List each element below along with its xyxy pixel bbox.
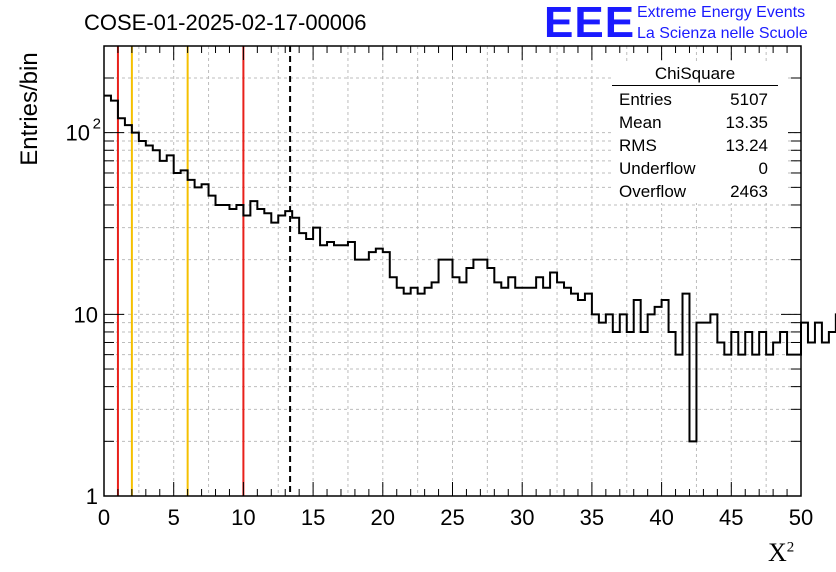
y-tick-label: 1 <box>86 484 98 509</box>
logo-line-2: La Scienza nelle Scuole <box>637 25 808 42</box>
y-tick-label: 10 <box>74 302 98 327</box>
x-tick-label: 50 <box>789 505 813 530</box>
x-tick-label: 0 <box>98 505 110 530</box>
y-axis-label: Entries/bin <box>16 52 43 166</box>
x-tick-label: 45 <box>719 505 743 530</box>
stats-row-entries: Entries 5107 <box>619 90 768 109</box>
x-axis-label: X2 <box>768 538 795 567</box>
x-tick-label: 40 <box>649 505 673 530</box>
chart-title: COSE-01-2025-02-17-00006 <box>84 10 367 35</box>
stats-box: ChiSquare Entries 5107 Mean 13.35 RMS 13.24… <box>612 64 788 203</box>
y-tick-label: 10 <box>66 121 90 146</box>
stats-row-rms: RMS 13.24 <box>619 136 768 155</box>
stats-row-underflow: Underflow 0 <box>619 159 768 178</box>
x-tick-label: 20 <box>371 505 395 530</box>
stats-row-mean: Mean 13.35 <box>619 113 768 132</box>
y-tick-label-exponent: 2 <box>93 116 101 133</box>
eee-logo: EEE <box>544 0 636 47</box>
x-tick-label: 35 <box>580 505 604 530</box>
x-tick-label: 25 <box>440 505 464 530</box>
x-tick-label: 5 <box>168 505 180 530</box>
stats-row-overflow: Overflow 2463 <box>619 182 768 201</box>
x-tick-label: 15 <box>301 505 325 530</box>
stats-title: ChiSquare <box>612 64 778 86</box>
x-tick-label: 30 <box>510 505 534 530</box>
x-tick-label: 10 <box>231 505 255 530</box>
logo-line-1: Extreme Energy Events <box>637 4 806 21</box>
